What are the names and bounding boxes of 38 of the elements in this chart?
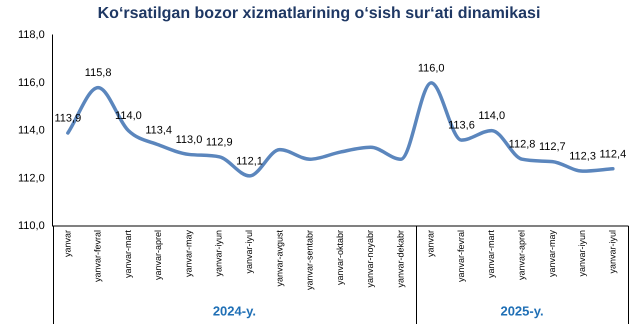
text: 2024-y. [212,304,256,319]
x-tick-label: yanvar-iyun [577,230,588,276]
x-tick-label: yanvar-mart [486,229,496,278]
data-label: 112,1 [236,155,263,168]
x-tick-label: yanvar-fevral [456,230,466,282]
x-tick-label: yanvar-dekabr [395,230,406,288]
data-label: 112,4 [600,148,626,160]
x-tick-label: yanvar-iyul [244,230,254,274]
data-label: 113,4 [145,124,172,136]
data-label: 112,7 [538,141,566,154]
x-tick-label: yanvar-avgust [274,229,284,286]
x-tick-label: yanvar-aprel [153,230,164,280]
y-tick-label: 118,0 [18,29,45,42]
data-label: 112,8 [508,138,536,151]
x-tick-label: yanvar-sentabr [304,230,315,290]
x-tick-label: yanvar-fevral [92,230,103,282]
x-tick-label: yanvar [426,230,436,257]
chart-title: Ko‘rsatilgan bozor xizmatlarining o‘sish sur‘ati dinamikasi [98,5,540,22]
x-tick-label: yanvar-iyun [214,230,224,276]
y-tick-label: 116,0 [18,76,45,89]
data-label: 112,3 [569,150,596,163]
x-tick-label: yanvar-may [183,229,194,277]
text: 2025-y. [500,304,544,319]
x-tick-label: yanvar-mart [122,229,133,278]
y-tick-label: 110,0 [18,220,45,232]
data-label: 113,0 [176,134,202,146]
data-label: 115,8 [84,67,112,80]
y-tick-label: 114,0 [18,124,45,137]
y-tick-label: 112,0 [18,172,45,184]
x-tick-label: yanvar [62,230,72,257]
data-label: 112,9 [206,136,233,148]
x-tick-label: yanvar-noyabr [365,230,376,288]
x-tick-label: yanvar-iyul [607,230,618,274]
x-tick-label: yanvar-oktabr [334,230,345,285]
x-tick-label: yanvar-may [546,229,557,277]
x-tick-label: yanvar-aprel [516,230,527,280]
data-label: 114,0 [478,110,506,122]
data-label: 116,0 [418,62,445,74]
